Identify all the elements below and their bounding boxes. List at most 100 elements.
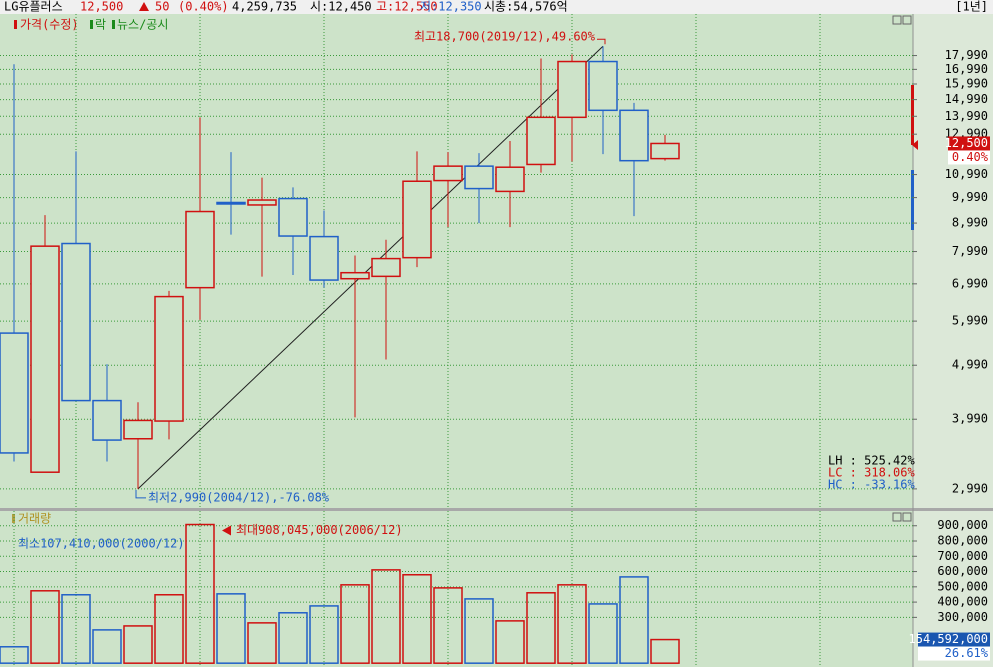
range-indicator xyxy=(911,170,914,230)
period[interactable]: [1년] xyxy=(955,0,988,14)
trend-line xyxy=(137,45,604,490)
low-annotation: 최저2,990(2004/12),-76.08% xyxy=(148,490,330,504)
y-tick-label: 600,000 xyxy=(937,564,988,578)
panel-button[interactable] xyxy=(902,512,912,522)
volume-bar xyxy=(371,569,401,664)
volume-bar xyxy=(92,629,122,664)
candle-body xyxy=(185,210,215,289)
y-tick-label: 3,990 xyxy=(952,412,988,426)
open: 시:12,450 xyxy=(310,0,372,14)
volume-bar xyxy=(495,620,525,664)
y-tick-label: 15,990 xyxy=(945,77,988,91)
price: 12,500 xyxy=(80,0,123,14)
y-tick-label: 400,000 xyxy=(937,595,988,609)
volume-bar xyxy=(464,598,494,664)
market-cap: 시총:54,576억 xyxy=(484,0,568,14)
candle-body xyxy=(650,142,680,160)
stock-name: LG유플러스 xyxy=(4,0,63,14)
panel-divider xyxy=(0,508,993,511)
candle-body xyxy=(0,332,29,454)
volume-bar xyxy=(309,605,339,664)
up-arrow xyxy=(139,2,149,11)
candle-body xyxy=(278,197,308,237)
candle-body xyxy=(216,201,246,205)
price-axis xyxy=(913,14,993,508)
y-tick-label: 300,000 xyxy=(937,610,988,624)
change-pct: (0.40%) xyxy=(178,0,229,14)
max-volume-annotation: 최대908,045,000(2006/12) xyxy=(236,523,403,537)
candle-body xyxy=(154,295,184,422)
candle-body xyxy=(309,235,339,281)
legend-marker xyxy=(90,20,93,29)
volume: 4,259,735 xyxy=(232,0,297,14)
panel-button[interactable] xyxy=(902,15,912,25)
candle-body xyxy=(495,166,525,193)
candle-body xyxy=(526,116,556,166)
current-pct-box xyxy=(918,646,990,661)
current-price: 12,500 xyxy=(945,136,988,150)
high: 고:12,550 xyxy=(376,0,438,14)
candle-body xyxy=(371,257,401,278)
current-volume: 154,592,000 xyxy=(909,632,988,646)
candle-body xyxy=(123,419,153,440)
volume-bar xyxy=(526,592,556,664)
volume-panel xyxy=(0,511,913,667)
y-tick-label: 10,990 xyxy=(945,167,988,181)
candle-body xyxy=(557,60,587,119)
volume-bar xyxy=(30,590,60,664)
panel-button[interactable] xyxy=(892,512,902,522)
candle-body xyxy=(340,271,370,280)
stat: HC : -33.16% xyxy=(828,478,915,492)
y-tick-label: 7,990 xyxy=(952,244,988,258)
legend-label: 락 xyxy=(95,18,106,32)
candle-body xyxy=(588,60,618,112)
legend-label: 가격(수정) xyxy=(20,18,79,32)
y-tick-label: 17,990 xyxy=(945,48,988,62)
low: 저:12,350 xyxy=(420,0,482,14)
legend-marker xyxy=(14,20,17,29)
candle-body xyxy=(61,242,91,402)
volume-bar xyxy=(588,603,618,664)
y-tick-label: 13,990 xyxy=(945,109,988,123)
volume-bar xyxy=(340,584,370,664)
y-tick-label: 900,000 xyxy=(937,518,988,532)
y-tick-label: 6,990 xyxy=(952,276,988,290)
candle-body xyxy=(464,165,494,190)
candle-body xyxy=(619,109,649,162)
volume-bar xyxy=(278,612,308,664)
range-indicator xyxy=(911,85,914,145)
candle-body xyxy=(433,165,463,182)
header-bar xyxy=(0,0,993,14)
volume-bar xyxy=(61,594,91,664)
volume-bar xyxy=(650,638,680,664)
volume-bar xyxy=(247,622,277,664)
current-change-box xyxy=(948,150,990,165)
current-volume-box xyxy=(918,632,990,647)
volume-bar xyxy=(0,646,29,664)
candle-body xyxy=(247,199,277,206)
volume-bar xyxy=(433,587,463,664)
candle-body xyxy=(30,245,60,473)
current-change: 0.40% xyxy=(952,150,989,164)
annotation-pointer xyxy=(222,525,231,536)
y-tick-label: 2,990 xyxy=(952,481,988,495)
volume-bar xyxy=(402,574,432,664)
y-tick-label: 9,990 xyxy=(952,190,988,204)
y-tick-label: 800,000 xyxy=(937,534,988,548)
y-tick-label: 4,990 xyxy=(952,358,988,372)
y-tick-label: 16,990 xyxy=(945,62,988,76)
stat: LC : 318.06% xyxy=(828,466,915,480)
y-tick-label: 14,990 xyxy=(945,92,988,106)
volume-bar xyxy=(185,523,215,664)
y-tick-label: 500,000 xyxy=(937,579,988,593)
panel-button[interactable] xyxy=(892,15,902,25)
price-pointer xyxy=(912,140,918,150)
high-annotation: 최고18,700(2019/12),49.60% xyxy=(414,30,596,44)
annotation-hook xyxy=(135,489,146,499)
current-price-box xyxy=(948,136,990,151)
y-tick-label: 5,990 xyxy=(952,314,988,328)
candle-body xyxy=(402,180,432,259)
